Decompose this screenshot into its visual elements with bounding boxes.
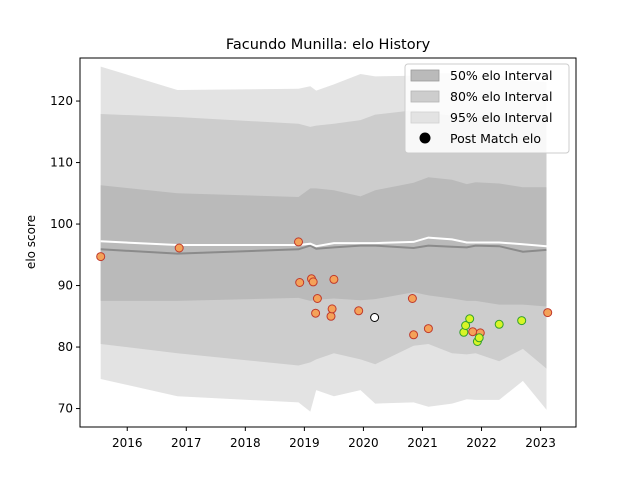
post-match-point bbox=[407, 294, 417, 303]
post-match-point bbox=[311, 308, 321, 318]
x-tick-label: 2017 bbox=[171, 436, 202, 450]
post-match-point-recent bbox=[517, 316, 527, 326]
legend: 50% elo Interval 80% elo Interval 95% el… bbox=[404, 63, 570, 154]
trend-lines bbox=[100, 236, 547, 255]
legend-label-80: 80% elo Interval bbox=[450, 89, 552, 104]
post-match-point bbox=[174, 243, 184, 253]
mean-line bbox=[100, 236, 547, 248]
chart-title: Facundo Munilla: elo History bbox=[226, 37, 431, 53]
post-match-point bbox=[409, 330, 419, 340]
x-tick-label: 2021 bbox=[407, 436, 438, 450]
median-line bbox=[100, 244, 547, 255]
y-tick-label: 80 bbox=[58, 340, 73, 354]
legend-swatch-95 bbox=[410, 111, 440, 124]
post-match-point-highlight bbox=[370, 313, 380, 322]
post-match-point-recent bbox=[494, 319, 504, 329]
x-tick-label: 2019 bbox=[289, 436, 320, 450]
post-match-point bbox=[543, 308, 553, 318]
post-match-point bbox=[468, 327, 478, 337]
x-tick-label: 2022 bbox=[466, 436, 497, 450]
x-tick-label: 2023 bbox=[525, 436, 556, 450]
legend-swatch-50 bbox=[410, 69, 440, 82]
post-match-point-recent bbox=[465, 314, 475, 324]
band-50 bbox=[100, 177, 547, 307]
match-points bbox=[96, 237, 553, 346]
legend-label-50: 50% elo Interval bbox=[450, 68, 552, 83]
post-match-point bbox=[295, 278, 305, 287]
post-match-point bbox=[96, 252, 106, 262]
post-match-point-recent bbox=[461, 321, 471, 330]
legend-label-post-match: Post Match elo bbox=[450, 131, 541, 146]
post-match-point-recent bbox=[474, 333, 484, 343]
legend-label-95: 95% elo Interval bbox=[450, 110, 552, 125]
plot-frame bbox=[79, 57, 577, 428]
x-tick-label: 2018 bbox=[230, 436, 261, 450]
x-tick-label: 2020 bbox=[348, 436, 379, 450]
post-match-point bbox=[329, 274, 339, 284]
legend-marker-post-match bbox=[419, 132, 431, 144]
y-tick-label: 110 bbox=[50, 156, 73, 170]
y-tick-label: 100 bbox=[50, 217, 73, 231]
x-tick-label: 2016 bbox=[112, 436, 143, 450]
y-axis-title: elo score bbox=[24, 215, 38, 269]
y-tick-label: 90 bbox=[58, 279, 73, 293]
x-axis-ticks: 2016 2017 2018 2019 2020 2021 2022 2023 bbox=[112, 427, 556, 450]
legend-frame bbox=[404, 63, 570, 154]
y-axis-ticks: 70 80 90 100 110 120 bbox=[50, 94, 80, 416]
post-match-point bbox=[327, 304, 337, 314]
post-match-point bbox=[308, 277, 318, 287]
legend-swatch-80 bbox=[410, 90, 440, 103]
y-tick-label: 70 bbox=[58, 402, 73, 416]
post-match-point bbox=[326, 311, 336, 321]
post-match-point bbox=[354, 306, 364, 316]
post-match-point bbox=[423, 324, 433, 334]
y-tick-label: 120 bbox=[50, 94, 73, 108]
post-match-point bbox=[312, 294, 322, 303]
post-match-point bbox=[294, 237, 303, 247]
